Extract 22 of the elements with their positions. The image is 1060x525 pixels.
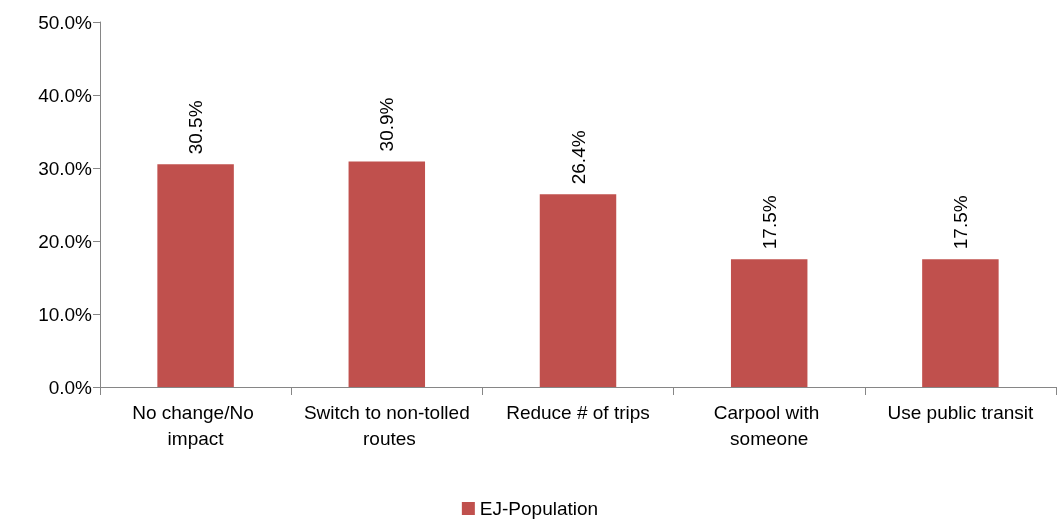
x-tick-label: Use public transit [887, 401, 1034, 423]
y-tick-label: 50.0% [38, 11, 93, 33]
bar [348, 161, 426, 387]
legend-label: EJ-Population [479, 498, 599, 519]
y-tick-label: 40.0% [38, 84, 93, 106]
y-tick-label: 0.0% [48, 376, 93, 398]
data-label: 30.9% [376, 97, 398, 152]
y-tick-label: 30.0% [38, 157, 93, 179]
x-tick-label: Reduce # of trips [506, 401, 650, 423]
y-tick-label: 20.0% [38, 230, 93, 252]
data-label: 17.5% [758, 195, 780, 250]
data-label: 30.5% [185, 100, 207, 155]
x-tick-label: Carpool with someone [713, 401, 825, 449]
y-tick-label: 10.0% [38, 303, 93, 325]
bar [539, 194, 617, 387]
bar [730, 259, 808, 387]
bar [922, 259, 999, 387]
bar [157, 164, 234, 387]
x-tick-label: No change/No impact [132, 401, 259, 449]
data-label: 26.4% [567, 130, 589, 185]
data-label: 17.5% [949, 195, 971, 250]
x-tick-label: Switch to non-tolled routes [303, 401, 470, 449]
